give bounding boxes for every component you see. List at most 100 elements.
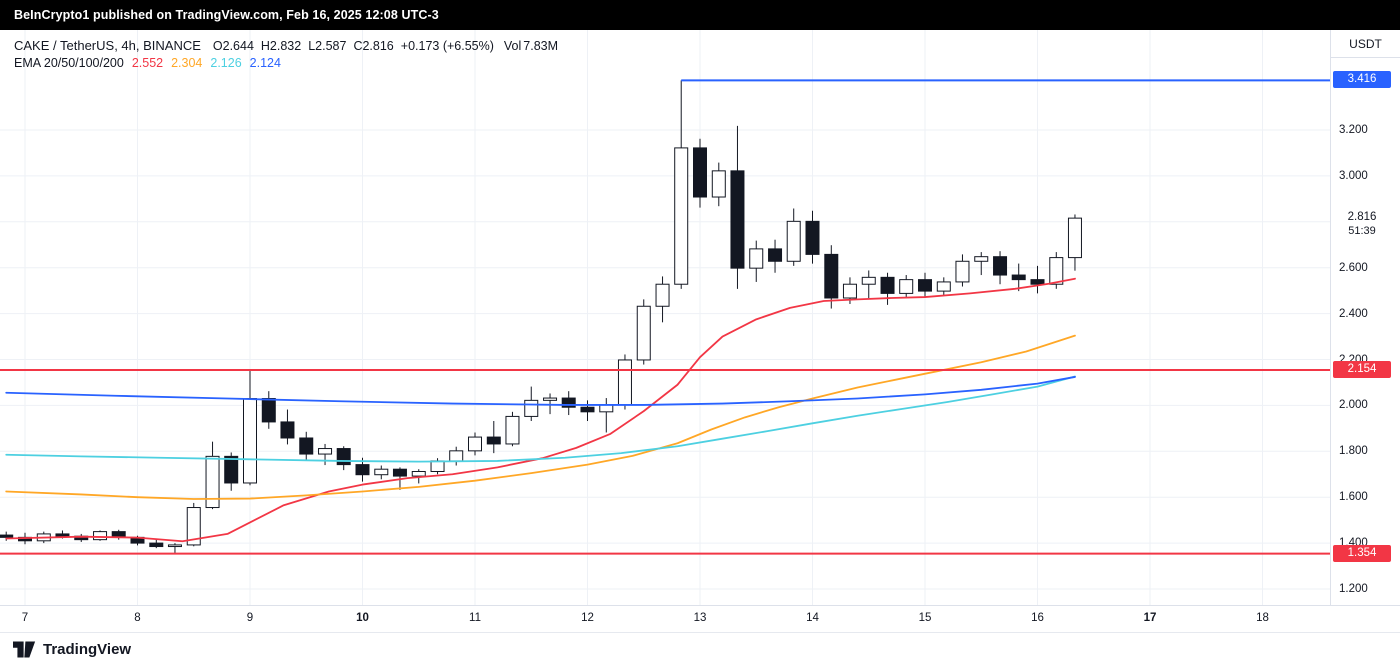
time-tick-label: 9 — [246, 612, 254, 624]
axis-currency-label: USDT — [1331, 30, 1400, 58]
time-tick-label: 18 — [1256, 612, 1269, 624]
candle-down — [299, 437, 314, 455]
candle-down — [392, 468, 407, 477]
candle-up — [974, 256, 989, 262]
candle-up — [1067, 217, 1082, 259]
candle-down — [580, 406, 595, 413]
candle-up — [711, 170, 726, 198]
candle-up — [167, 544, 182, 548]
candle-down — [805, 220, 820, 255]
candle-down — [486, 436, 501, 445]
candle-up — [543, 397, 558, 401]
time-tick-label: 15 — [918, 612, 932, 624]
candle-up — [1049, 257, 1064, 285]
time-axis[interactable]: 7 8 9 10 11 12 13 14 15 16 17 18 — [0, 605, 1400, 632]
chart-region: CAKE / TetherUS, 4h, BINANCE O2.644 H2.8… — [0, 30, 1400, 632]
last-price-badge: 2.816 51:39 — [1332, 210, 1392, 240]
candle-down — [0, 534, 14, 538]
candle-down — [280, 421, 295, 439]
attribution-bar: BeInCrypto1 published on TradingView.com… — [0, 0, 1400, 30]
candle-down — [261, 398, 276, 423]
time-tick-label: 17 — [1143, 612, 1157, 624]
price-tick-label: 1.600 — [1339, 491, 1368, 504]
candle-up — [468, 436, 482, 452]
candle-down — [561, 397, 576, 408]
price-level-badge: 3.416 — [1333, 71, 1391, 89]
tradingview-logo-icon[interactable] — [13, 641, 36, 658]
legend-symbol-row: CAKE / TetherUS, 4h, BINANCE O2.644 H2.8… — [14, 37, 558, 55]
price-level-badge: 1.354 — [1333, 544, 1391, 562]
candle-up — [955, 260, 970, 283]
candle-down — [149, 542, 164, 548]
candle-up — [842, 283, 857, 299]
price-axis[interactable]: USDT 3.200 3.000 2.600 2.400 2.200 2.000 1.800… — [1330, 30, 1400, 605]
price-level-badge: 2.154 — [1333, 361, 1391, 379]
ohlc-low: L2.587 — [308, 39, 347, 53]
ema50-value: 2.304 — [171, 56, 203, 70]
candle-down — [1030, 279, 1045, 285]
candle-up — [749, 248, 764, 269]
candle-down — [918, 279, 932, 292]
price-tick-label: 3.200 — [1339, 124, 1368, 136]
candle-down — [693, 147, 707, 198]
time-tick-label: 16 — [1031, 612, 1044, 624]
ema-line — [5, 334, 1076, 500]
candle-down — [768, 248, 783, 262]
indicator-name: EMA 20/50/100/200 — [14, 56, 124, 70]
ema-line — [5, 375, 1076, 463]
candle-up — [524, 399, 539, 417]
candle-down — [730, 170, 745, 269]
price-tick-label: 3.000 — [1339, 169, 1368, 182]
candle-up — [655, 283, 670, 307]
candle-down — [224, 455, 239, 484]
candle-down — [355, 464, 370, 476]
price-tick-label: 2.000 — [1339, 399, 1368, 412]
candle-up — [786, 220, 801, 262]
price-tick-label: 1.800 — [1339, 445, 1368, 458]
tradingview-brand[interactable]: TradingView — [43, 641, 132, 658]
candle-up — [861, 276, 876, 285]
candle-up — [505, 415, 520, 445]
time-tick-label: 13 — [693, 612, 707, 624]
legend-indicator-row: EMA 20/50/100/200 2.552 2.304 2.126 2.12… — [14, 55, 558, 72]
candle-up — [93, 531, 108, 541]
candle-up — [617, 359, 632, 406]
bar-countdown: 51:39 — [1348, 225, 1376, 238]
candle-up — [599, 404, 614, 413]
time-tick-label: 10 — [356, 612, 369, 624]
price-tick-label: 2.600 — [1339, 261, 1368, 274]
candle-down — [1011, 274, 1026, 281]
candle-up — [430, 460, 445, 472]
ema100-value: 2.126 — [210, 56, 242, 70]
ohlc-close: C2.816 — [353, 39, 394, 53]
time-tick-label: 12 — [581, 612, 594, 624]
ema-line — [5, 277, 1076, 543]
candle-down — [993, 256, 1008, 276]
candle-down — [55, 533, 70, 537]
symbol-title: CAKE / TetherUS, 4h, BINANCE — [14, 38, 201, 53]
price-tick-label: 1.200 — [1339, 583, 1368, 595]
candle-up — [636, 305, 651, 361]
chart-legend: CAKE / TetherUS, 4h, BINANCE O2.644 H2.8… — [14, 37, 558, 72]
candle-up — [411, 470, 426, 477]
ema200-value: 2.124 — [249, 56, 281, 70]
time-tick-label: 14 — [806, 612, 819, 624]
attribution-text: BeInCrypto1 published on TradingView.com… — [14, 8, 439, 22]
candle-up — [936, 281, 951, 292]
ema-line — [5, 376, 1076, 406]
time-tick-label: 7 — [21, 612, 29, 624]
ohlc-open: O2.644 — [212, 39, 254, 53]
candle-up — [205, 455, 220, 509]
price-tick-label: 2.400 — [1339, 307, 1368, 320]
ema20-value: 2.552 — [131, 56, 164, 70]
candle-down — [824, 253, 839, 299]
price-change: +0.173 (+6.55%) — [400, 39, 494, 53]
candlestick-chart-canvas[interactable] — [0, 30, 1330, 605]
footer-bar: TradingView — [0, 632, 1400, 666]
candle-down — [336, 448, 351, 466]
candle-up — [449, 450, 464, 462]
candle-up — [243, 398, 257, 484]
volume-label: Vol — [503, 39, 522, 53]
candle-up — [186, 507, 201, 546]
time-tick-label: 11 — [469, 612, 481, 624]
